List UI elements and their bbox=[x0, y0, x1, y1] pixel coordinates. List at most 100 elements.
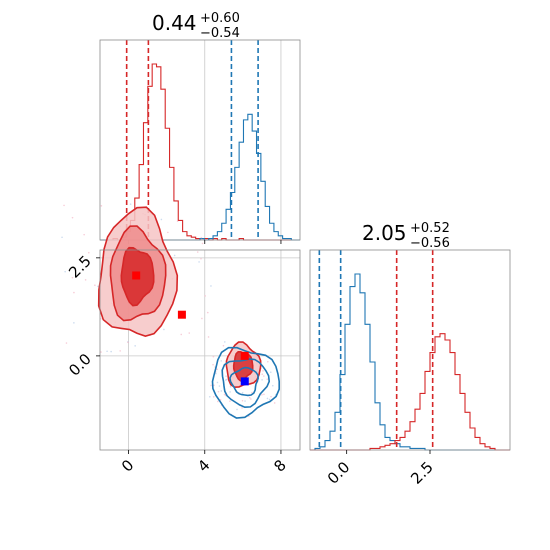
title-param-2-minus: −0.56 bbox=[410, 236, 450, 251]
scatter-point bbox=[127, 341, 129, 344]
scatter-point bbox=[210, 285, 212, 287]
scatter-point bbox=[261, 394, 263, 396]
scatter-point bbox=[176, 220, 179, 223]
scatter-point bbox=[64, 270, 66, 273]
scatter-point bbox=[229, 391, 231, 393]
scatter-point bbox=[188, 332, 191, 334]
scatter-point bbox=[223, 341, 226, 343]
scatter-point bbox=[263, 375, 265, 377]
scatter-point bbox=[273, 402, 276, 404]
title-param-1-value: 0.44 bbox=[152, 11, 197, 35]
scatter-point bbox=[204, 295, 207, 297]
scatter-point bbox=[208, 395, 211, 398]
scatter-point bbox=[266, 378, 269, 380]
scatter-point bbox=[163, 328, 165, 331]
scatter-point bbox=[222, 344, 225, 347]
scatter-point bbox=[261, 373, 264, 376]
contour-panel: 0 4 8 0.0 2.5 bbox=[61, 203, 301, 476]
scatter-point bbox=[213, 384, 215, 387]
marker-red bbox=[240, 351, 249, 360]
scatter-point bbox=[217, 390, 220, 393]
scatter-point bbox=[261, 379, 263, 381]
scatter-point bbox=[173, 254, 176, 257]
scatter-point bbox=[63, 204, 65, 207]
contour-blue-level-1 bbox=[221, 358, 271, 409]
scatter-point bbox=[267, 360, 269, 363]
scatter-point bbox=[87, 251, 90, 254]
scatter-point bbox=[218, 385, 221, 387]
scatter-point bbox=[210, 384, 212, 387]
title-param-1-minus: −0.54 bbox=[200, 26, 240, 41]
y-tick-label: 0.0 bbox=[65, 350, 95, 380]
scatter-point bbox=[71, 276, 74, 279]
scatter-point bbox=[217, 400, 219, 403]
panel-frame bbox=[99, 249, 301, 451]
scatter-point bbox=[219, 398, 222, 401]
marker-red bbox=[177, 310, 186, 319]
scatter-point bbox=[110, 350, 112, 353]
scatter-point bbox=[73, 322, 75, 324]
scatter-point bbox=[216, 368, 218, 371]
scatter-point bbox=[241, 407, 243, 409]
scatter-point bbox=[201, 242, 204, 245]
scatter-point bbox=[196, 251, 199, 253]
scatter-point bbox=[160, 218, 163, 221]
hist-panel-param-1: 0.44 +0.60 −0.54 bbox=[99, 11, 301, 244]
x-tick-label-param-2: 0.0 bbox=[324, 458, 354, 488]
scatter-point bbox=[207, 336, 210, 338]
title-param-1-plus: +0.60 bbox=[200, 11, 240, 26]
scatter-point bbox=[180, 333, 183, 336]
scatter-point bbox=[71, 216, 74, 219]
contour-blue-level-2 bbox=[229, 366, 260, 397]
marker-red bbox=[132, 271, 141, 280]
scatter-point bbox=[266, 397, 269, 400]
scatter-point bbox=[73, 291, 75, 294]
scatter-point bbox=[61, 236, 63, 239]
panel-frame bbox=[99, 39, 301, 241]
scatter-point bbox=[270, 395, 272, 398]
scatter-point bbox=[220, 360, 223, 362]
scatter-point bbox=[84, 279, 87, 281]
y-tick-label: 2.5 bbox=[65, 252, 95, 282]
scatter-point bbox=[65, 342, 68, 344]
scatter-point bbox=[241, 391, 244, 394]
scatter-point bbox=[100, 351, 102, 353]
scatter-point bbox=[206, 311, 209, 314]
scatter-point bbox=[119, 350, 121, 352]
scatter-point bbox=[268, 398, 271, 401]
title-param-2-plus: +0.52 bbox=[410, 221, 450, 236]
x-tick-label: 0 bbox=[118, 456, 137, 475]
scatter-point bbox=[212, 355, 215, 358]
scatter-point bbox=[215, 372, 217, 375]
scatter-point bbox=[100, 317, 102, 320]
scatter-point bbox=[220, 390, 223, 392]
scatter-point bbox=[200, 236, 203, 239]
x-tick-label-param-2: 2.5 bbox=[407, 458, 437, 488]
scatter-point bbox=[236, 408, 238, 411]
scatter-point bbox=[100, 205, 103, 207]
scatter-point bbox=[229, 400, 231, 402]
panel-frame bbox=[309, 249, 511, 451]
scatter-point bbox=[216, 381, 219, 384]
scatter-point bbox=[212, 396, 215, 398]
scatter-point bbox=[83, 233, 85, 236]
hist-panel-param-2: 2.05 +0.52 −0.56 0.0 2.5 bbox=[309, 221, 511, 488]
x-tick-label: 8 bbox=[270, 456, 289, 475]
marker-blue bbox=[240, 377, 249, 386]
scatter-point bbox=[225, 375, 227, 377]
scatter-point bbox=[241, 399, 244, 402]
contour-blue-level-0 bbox=[211, 346, 280, 419]
scatter-point bbox=[229, 385, 232, 388]
scatter-point bbox=[94, 284, 96, 287]
scatter-point bbox=[212, 363, 214, 366]
scatter-point bbox=[269, 371, 272, 374]
scatter-point bbox=[251, 391, 253, 394]
scatter-point bbox=[201, 317, 203, 320]
scatter-point bbox=[200, 257, 202, 260]
scatter-point bbox=[97, 285, 99, 288]
scatter-point bbox=[250, 398, 252, 400]
scatter-point bbox=[248, 396, 251, 399]
scatter-point bbox=[167, 231, 169, 234]
scatter-point bbox=[223, 393, 226, 396]
